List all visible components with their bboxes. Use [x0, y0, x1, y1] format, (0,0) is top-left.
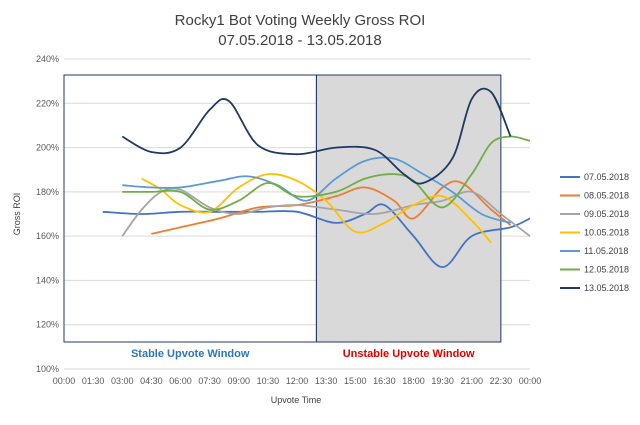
x-tick-label: 01:30 — [82, 376, 105, 386]
x-tick-label: 09:00 — [227, 376, 250, 386]
y-tick-label: 100% — [36, 364, 59, 374]
x-tick-label: 13:30 — [315, 376, 338, 386]
series-line-4 — [141, 172, 492, 244]
legend-entry: 10.05.2018 — [584, 228, 629, 238]
legend-entry: 08.05.2018 — [584, 191, 629, 201]
unstable-window-label: Unstable Upvote Window — [343, 348, 475, 360]
stable-window-box — [63, 74, 317, 343]
x-tick-labels: 00:00 01:30 03:00 04:30 06:00 07:30 09:00 10:30… — [53, 376, 542, 386]
legend-entry: 07.05.2018 — [584, 172, 629, 182]
x-axis-label: Upvote Time — [271, 395, 322, 405]
x-tick-label: 16:30 — [373, 376, 396, 386]
y-tick-label: 180% — [36, 187, 59, 197]
x-tick-label: 19:30 — [431, 376, 454, 386]
series-line-3 — [121, 187, 531, 237]
x-tick-label: 22:30 — [490, 376, 513, 386]
legend-entry: 09.05.2018 — [584, 209, 629, 219]
chart-subtitle: 07.05.2018 - 13.05.2018 — [218, 32, 381, 49]
chart-title: Rocky1 Bot Voting Weekly Gross ROI — [175, 12, 426, 29]
y-axis-label: Gross ROI — [12, 193, 22, 236]
series-line-7 — [121, 87, 512, 185]
y-tick-label: 200% — [36, 143, 59, 153]
x-tick-label: 06:00 — [169, 376, 192, 386]
series-line-2 — [151, 180, 512, 235]
y-tick-label: 240% — [36, 54, 59, 64]
x-tick-label: 10:30 — [257, 376, 280, 386]
window-annotations: Stable Upvote Window Unstable Upvote Wind… — [63, 74, 502, 360]
stable-window-label: Stable Upvote Window — [131, 348, 250, 360]
x-tick-label: 04:30 — [140, 376, 163, 386]
series-line-1 — [102, 203, 531, 268]
x-tick-label: 12:00 — [286, 376, 309, 386]
x-tick-label: 03:00 — [111, 376, 134, 386]
series-lines — [102, 87, 531, 268]
legend-entry: 12.05.2018 — [584, 265, 629, 275]
y-tick-label: 120% — [36, 320, 59, 330]
x-tick-label: 07:30 — [198, 376, 221, 386]
series-line-6 — [122, 135, 531, 211]
x-tick-label: 00:00 — [53, 376, 76, 386]
legend-entry: 11.05.2018 — [584, 246, 628, 256]
legend: 07.05.2018 08.05.2018 09.05.2018 10.05.2018… — [560, 172, 629, 293]
x-tick-label: 18:00 — [402, 376, 425, 386]
x-tick-label: 21:00 — [460, 376, 483, 386]
x-tick-label: 15:00 — [344, 376, 367, 386]
y-tick-labels: 100% 120% 140% 160% 180% 200% 220% 240% — [36, 54, 59, 374]
y-tick-label: 140% — [36, 275, 59, 285]
series-line-5 — [122, 156, 511, 224]
legend-entry: 13.05.2018 — [584, 283, 629, 293]
y-tick-label: 220% — [36, 98, 59, 108]
x-tick-label: 00:00 — [519, 376, 542, 386]
y-tick-label: 160% — [36, 231, 59, 241]
